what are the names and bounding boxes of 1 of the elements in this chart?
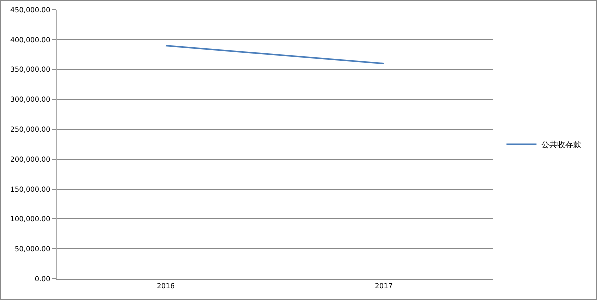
legend-label: 公共收存款 [542, 140, 582, 150]
